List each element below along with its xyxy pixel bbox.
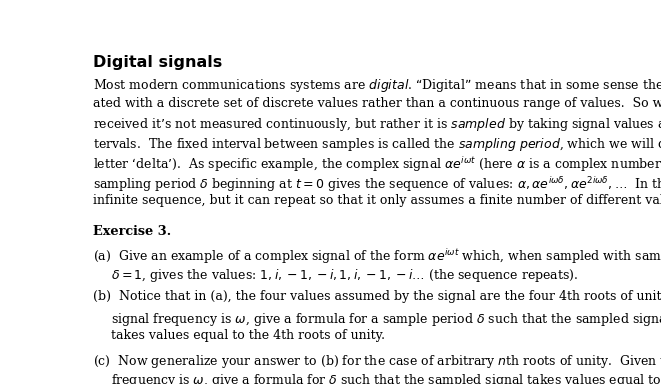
Text: $\delta = 1$, gives the values: $1, i, -1, -i, 1, i, -1, -i \ldots$ (the sequenc: $\delta = 1$, gives the values: $1, i, -… (111, 267, 578, 284)
Text: Digital signals: Digital signals (93, 55, 222, 70)
Text: (a)  Give an example of a complex signal of the form $\alpha e^{i\omega t}$ whic: (a) Give an example of a complex signal … (93, 247, 661, 266)
Text: (c)  Now generalize your answer to (b) for the case of arbitrary $n$th roots of : (c) Now generalize your answer to (b) fo… (93, 353, 661, 370)
Text: (b)  Notice that in (a), the four values assumed by the signal are the four 4th : (b) Notice that in (a), the four values … (93, 290, 661, 303)
Text: infinite sequence, but it can repeat so that it only assumes a finite number of : infinite sequence, but it can repeat so … (93, 194, 661, 207)
Text: sampling period $\delta$ beginning at $t = 0$ gives the sequence of values: $\al: sampling period $\delta$ beginning at $t… (93, 175, 661, 194)
Text: takes values equal to the 4th roots of unity.: takes values equal to the 4th roots of u… (111, 329, 385, 343)
Text: received it’s not measured continuously, but rather it is $\mathit{sampled}$ by : received it’s not measured continuously,… (93, 116, 661, 133)
Text: signal frequency is $\omega$, give a formula for a sample period $\delta$ such t: signal frequency is $\omega$, give a for… (111, 310, 661, 329)
Text: Exercise 3.: Exercise 3. (93, 225, 171, 238)
Text: Most modern communications systems are $\mathit{digital}$. “Digital” means that : Most modern communications systems are $… (93, 77, 661, 94)
Text: ated with a discrete set of discrete values rather than a continuous range of va: ated with a discrete set of discrete val… (93, 97, 661, 110)
Text: letter ‘delta’).  As specific example, the complex signal $\alpha e^{i\omega t}$: letter ‘delta’). As specific example, th… (93, 155, 661, 174)
Text: frequency is $\omega$, give a formula for $\delta$ such that the sampled signal : frequency is $\omega$, give a formula fo… (111, 372, 661, 384)
Text: tervals.  The fixed interval between samples is called the $\mathit{sampling\ pe: tervals. The fixed interval between samp… (93, 136, 661, 153)
